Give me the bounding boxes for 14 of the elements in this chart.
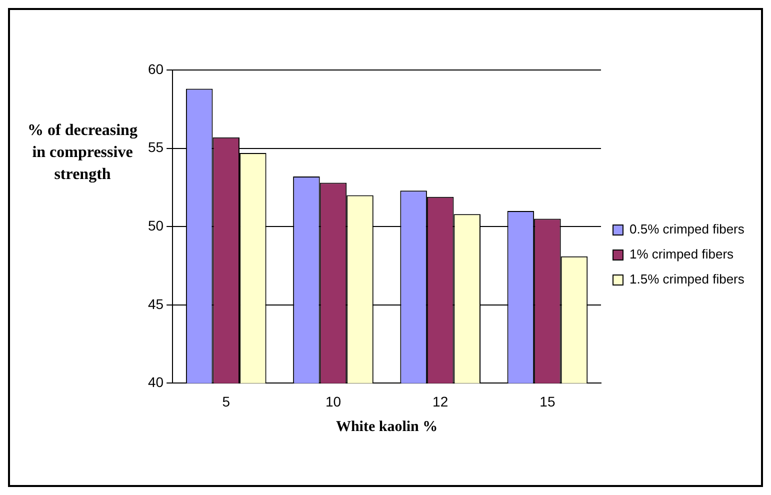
x-axis-title: White kaolin % <box>336 418 438 435</box>
x-tick-label: 5 <box>222 393 230 410</box>
y-tick-label: 50 <box>148 217 164 234</box>
y-tick-label: 40 <box>148 374 164 390</box>
x-tick-label: 10 <box>325 393 342 410</box>
y-axis-title: % of decreasing in compressive strength <box>26 121 138 185</box>
y-tick-label: 60 <box>148 60 164 77</box>
y-tick-label: 55 <box>148 139 164 156</box>
y-tick-label: 45 <box>148 296 164 312</box>
legend-label: 1% crimped fibers <box>630 246 734 262</box>
x-tick-label: 12 <box>432 393 448 410</box>
legend-label: 1.5% crimped fibers <box>630 272 745 287</box>
legend-label: 0.5% crimped fibers <box>630 222 745 237</box>
x-tick-label: 15 <box>540 393 556 410</box>
